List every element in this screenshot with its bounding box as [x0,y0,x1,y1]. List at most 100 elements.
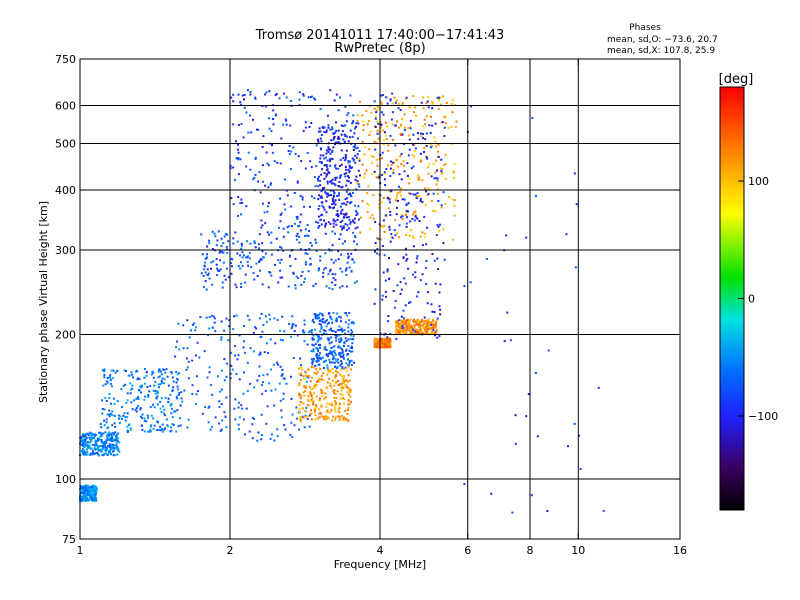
echo-point [315,360,318,363]
echo-point [340,387,343,389]
echo-point [349,192,351,195]
echo-point [106,444,109,447]
echo-point [349,338,352,341]
echo-point [361,200,364,203]
echo-point [347,326,350,329]
echo-point [299,379,302,382]
echo-point [322,206,325,209]
echo-point [343,342,346,345]
echo-point [509,339,512,342]
echo-point [268,127,271,130]
echo-point [320,388,323,391]
echo-point [320,223,323,226]
echo-point [268,271,271,273]
echo-point [163,368,166,371]
echo-point [260,384,263,387]
echo-point [79,439,82,442]
echo-point [314,364,317,367]
echo-point [361,163,364,166]
echo-point [425,283,428,286]
echo-point [113,397,115,400]
echo-point [409,126,412,129]
echo-point [99,423,102,425]
echo-point [531,117,534,119]
echo-point [321,168,324,171]
echo-point [286,194,289,197]
echo-point [349,401,352,404]
echo-point [237,423,240,426]
echo-point [225,317,228,320]
echo-point [384,184,386,186]
echo-point [303,378,306,380]
echo-point [110,438,113,441]
echo-point [109,374,112,377]
echo-point [310,388,313,391]
echo-point [386,336,389,339]
echo-point [261,242,264,245]
echo-point [211,393,214,396]
echo-point [162,405,164,408]
echo-point [335,320,338,323]
echo-point [352,338,355,341]
echo-point [422,133,424,135]
echo-point [388,190,391,193]
echo-point [409,301,412,304]
echo-point [136,377,139,380]
echo-point [355,175,358,178]
echo-point [386,342,389,345]
echo-point [196,390,199,393]
echo-point [102,454,105,457]
echo-point [302,402,305,405]
echo-point [240,404,243,407]
echo-point [435,177,438,180]
echo-point [334,365,336,368]
echo-point [395,99,398,102]
echo-point [371,214,374,216]
echo-point [280,374,283,377]
echo-point [188,336,191,339]
echo-point [180,397,183,400]
echo-point [280,247,283,249]
echo-point [348,403,351,406]
echo-point [440,103,442,106]
echo-point [434,282,437,285]
echo-point [143,398,146,401]
echo-point [398,236,401,239]
echo-point [152,376,155,379]
echo-point [316,348,319,351]
echo-point [409,119,412,122]
echo-point [442,242,445,244]
echo-point [490,492,493,495]
echo-point [140,386,143,389]
echo-point [93,497,96,500]
echo-point [94,496,97,498]
echo-point [391,111,394,114]
echo-point [400,194,402,197]
echo-point [240,261,242,264]
echo-point [372,156,375,158]
echo-point [317,185,320,188]
echo-point [315,164,318,167]
echo-point [92,495,95,498]
echo-point [317,339,320,342]
echo-point [373,341,376,344]
echo-point [314,343,317,346]
echo-point [278,97,281,100]
echo-point [330,329,333,332]
echo-point [301,198,304,201]
echo-point [155,396,158,399]
echo-point [102,384,105,387]
echo-point [269,318,271,321]
echo-point [275,237,278,240]
echo-point [256,439,259,442]
echo-point [284,178,286,181]
echo-point [279,338,282,341]
echo-point [341,385,344,388]
echo-point [399,292,402,295]
echo-point [137,388,140,391]
echo-point [139,408,142,411]
echo-point [412,165,415,168]
echo-point [322,126,324,129]
echo-point [87,444,90,447]
echo-point [345,135,348,138]
